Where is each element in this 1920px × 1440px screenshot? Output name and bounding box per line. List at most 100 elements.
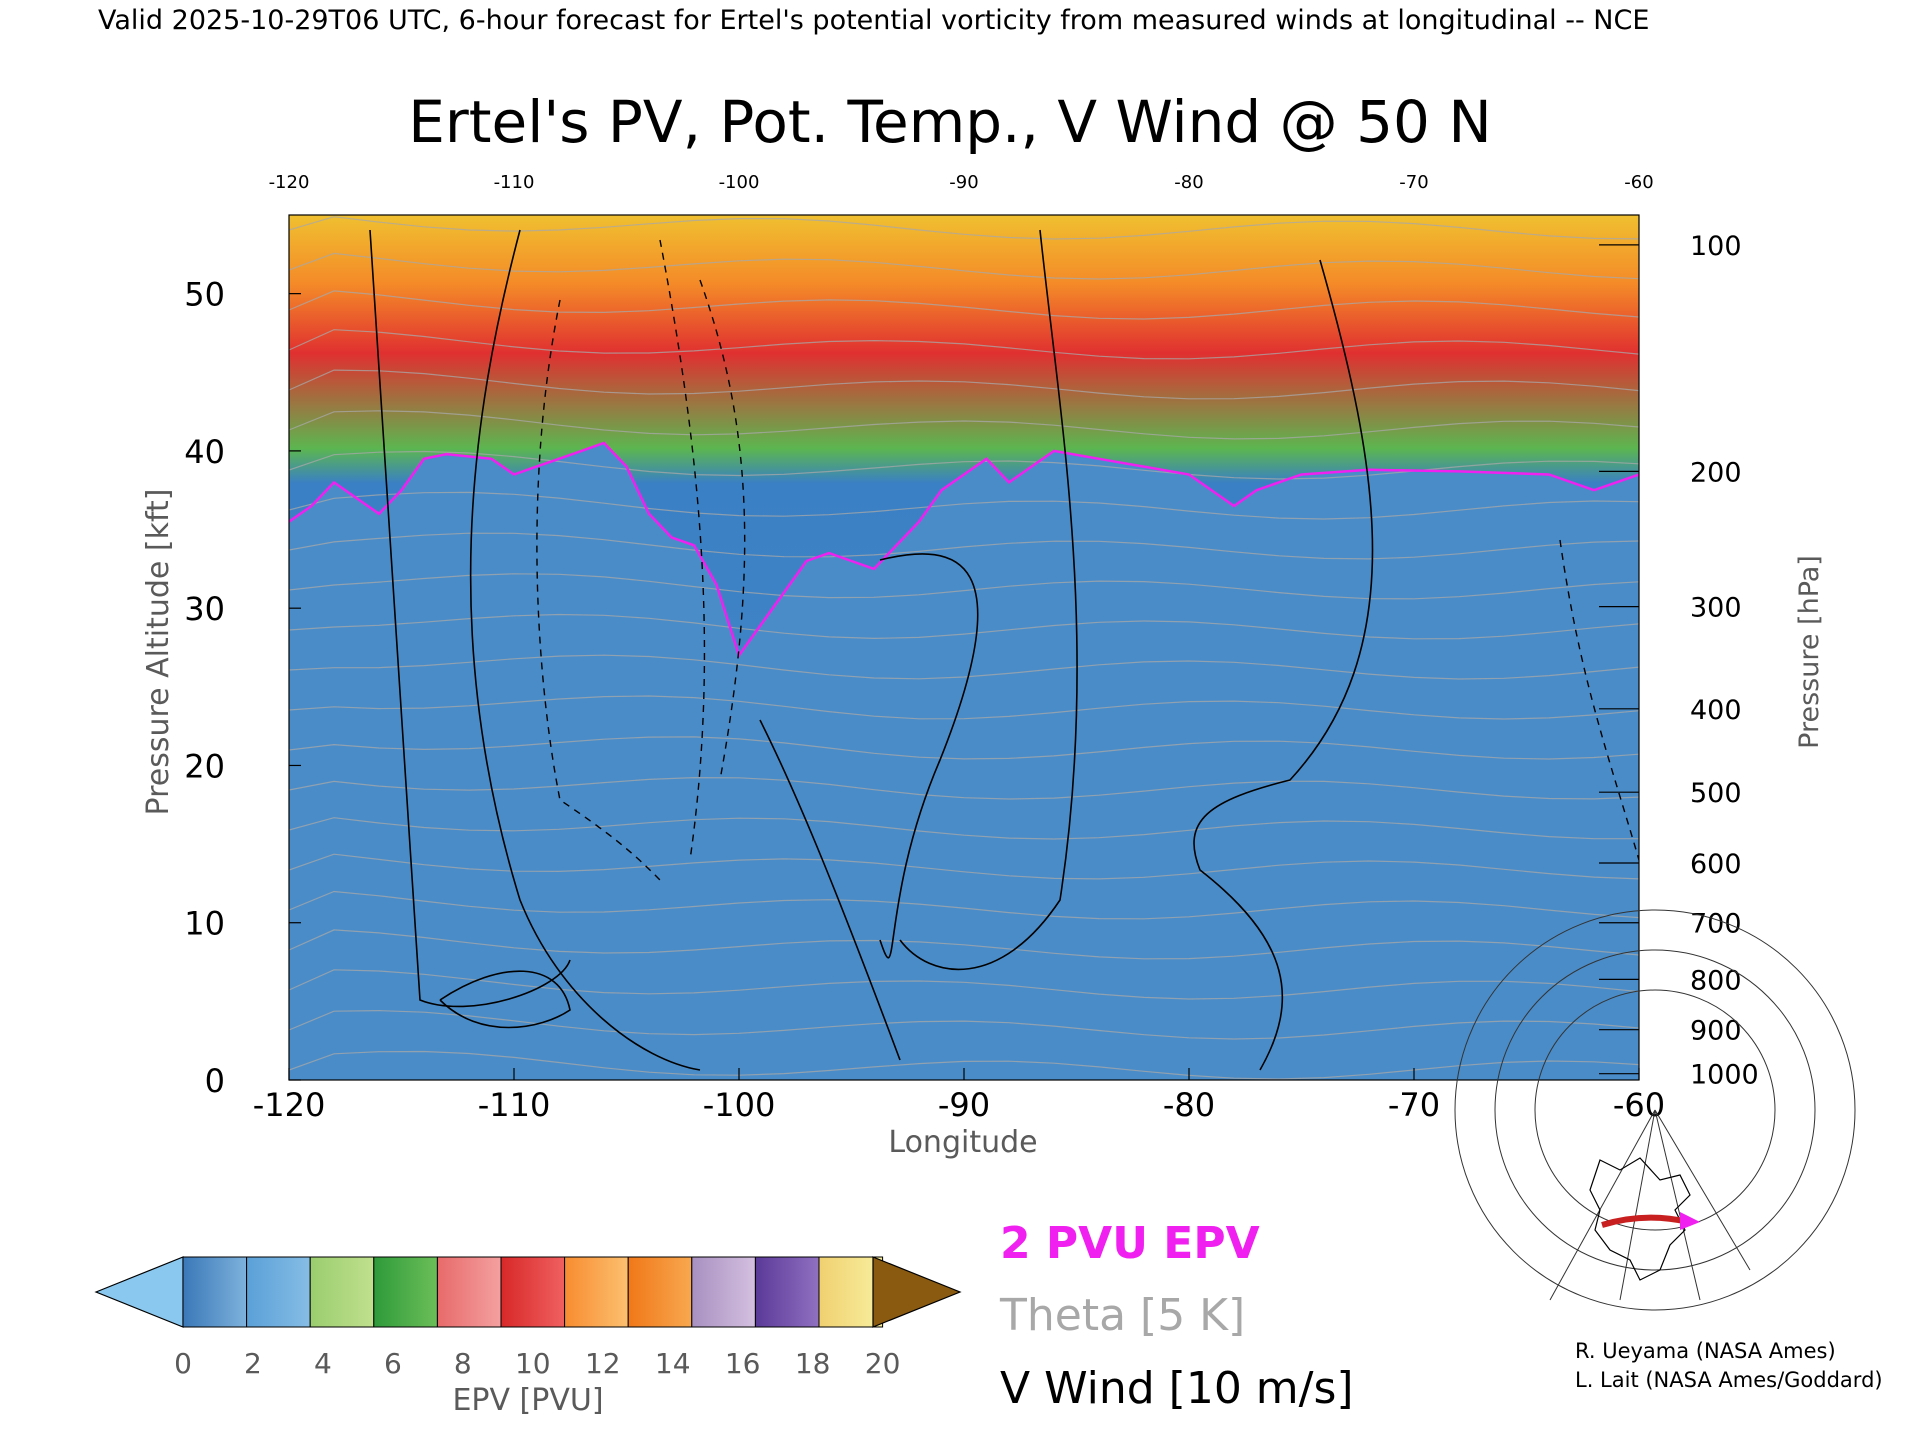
wind-contour-dashed	[699, 279, 746, 781]
legend: 2 PVU EPV Theta [5 K] V Wind [10 m/s]	[999, 1218, 1354, 1414]
theta-contours	[289, 216, 1639, 1080]
plot-area	[288, 214, 1640, 1081]
theta-contour-line	[289, 654, 1639, 680]
colorbar-tick-label: 8	[454, 1347, 472, 1380]
theta-contour-line	[289, 776, 1639, 800]
meridian-line	[1619, 1109, 1656, 1301]
theta-contour-line	[289, 736, 1639, 760]
colorbar-tick-label: 12	[585, 1347, 621, 1380]
pressure-axis-label: Pressure [hPa]	[1794, 555, 1825, 749]
theta-contour-line	[289, 410, 1639, 440]
x-axis-label: Longitude	[888, 1125, 1037, 1160]
north-america-outline	[1589, 1157, 1691, 1281]
theta-contour-line	[289, 695, 1639, 720]
meridian-line	[1654, 1109, 1751, 1271]
wind-contour-line	[439, 970, 571, 1029]
inset-map-frame	[1540, 1150, 1735, 1300]
wind-contour-line	[1193, 259, 1374, 1071]
top-axis: -120 -110 -100 -90 -80 -70 -60	[269, 172, 1654, 193]
theta-contour-line	[289, 532, 1639, 560]
wind-contour-dashed	[1559, 539, 1639, 861]
chart-title: Ertel's PV, Pot. Temp., V Wind @ 50 N	[408, 88, 1491, 156]
pressure-tick-label: 700	[1690, 909, 1742, 940]
colorbar-tick-label: 18	[795, 1347, 831, 1380]
colorbar-label: EPV [PVU]	[452, 1383, 603, 1418]
wind-contour-line	[899, 229, 1078, 971]
y-tick-label: 20	[184, 747, 225, 785]
y-axis: 0 10 20 30 40 50	[184, 276, 301, 1100]
colorbar-band	[564, 1256, 629, 1328]
x-tick-label: -120	[253, 1086, 326, 1124]
colorbar-band	[436, 1256, 502, 1328]
legend-wind: V Wind [10 m/s]	[1000, 1363, 1354, 1414]
pressure-axis: 100 200 300 400 500 600 700 800 900 1000	[1599, 231, 1759, 1091]
colorbar-bands	[182, 1256, 884, 1328]
latitude-circle	[1534, 989, 1776, 1231]
theta-contour-line	[289, 491, 1639, 520]
theta-contour-line	[289, 216, 1639, 240]
theta-contour-line	[289, 573, 1639, 600]
inset-map	[1454, 909, 1856, 1311]
latitude-circle	[1454, 909, 1856, 1311]
colorbar-band	[309, 1256, 375, 1328]
pressure-tick-label: 100	[1690, 231, 1742, 262]
theta-contour-line	[289, 817, 1639, 840]
meridian-line	[1654, 1109, 1701, 1301]
theta-contour-line	[289, 613, 1639, 640]
colorbar-tick-label: 14	[655, 1347, 691, 1380]
colorbar-tick-label: 20	[865, 1347, 901, 1380]
colorbar-under-triangle	[94, 1256, 184, 1328]
theta-contour-line	[289, 329, 1639, 360]
valid-time-header: Valid 2025-10-29T06 UTC, 6-hour forecast…	[98, 5, 1649, 36]
tropopause-2pvu-line	[289, 441, 1639, 659]
colorbar-band	[754, 1256, 820, 1328]
theta-contour-line	[289, 252, 1639, 280]
colorbar-band	[627, 1256, 693, 1328]
theta-contour-line	[289, 369, 1639, 400]
x-tick-label: -100	[703, 1086, 776, 1124]
x-tick-label: -70	[1388, 1086, 1440, 1124]
section-marker-icon	[1680, 1212, 1700, 1230]
legend-theta: Theta [5 K]	[999, 1290, 1245, 1341]
top-tick-label: -60	[1624, 172, 1653, 193]
wind-contour-line	[879, 553, 979, 959]
y-tick-label: 10	[184, 905, 225, 943]
top-tick-label: -80	[1174, 172, 1203, 193]
colorbar-band	[182, 1256, 248, 1328]
colorbar-tick-label: 2	[244, 1347, 262, 1380]
wind-contours-negative	[536, 239, 1639, 881]
colorbar-tick-label: 6	[384, 1347, 402, 1380]
latitude-circle	[1494, 949, 1816, 1271]
y-tick-label: 30	[184, 590, 225, 628]
pressure-tick-label: 600	[1690, 849, 1742, 880]
pressure-tick-label: 400	[1690, 695, 1742, 726]
pressure-tick-label: 500	[1690, 778, 1742, 809]
top-tick-label: -120	[269, 172, 310, 193]
colorbar-band	[500, 1256, 566, 1328]
x-tick-label: -90	[938, 1086, 990, 1124]
wind-contour-dashed	[536, 299, 661, 881]
colorbar-band	[246, 1256, 311, 1328]
north-america-section-map-icon	[1601, 1214, 1689, 1228]
top-tick-label: -110	[494, 172, 535, 193]
pressure-tick-label: 1000	[1690, 1060, 1759, 1091]
colorbar-tick-label: 0	[174, 1347, 192, 1380]
colorbar-tick-label: 4	[314, 1347, 332, 1380]
colorbar-over-triangle	[872, 1256, 962, 1328]
colorbar-ticks: 0 2 4 6 8 10 12 14 16 18 20	[174, 1347, 900, 1380]
colorbar: 0 2 4 6 8 10 12 14 16 18 20 EPV [PVU]	[94, 1256, 962, 1418]
top-tick-label: -100	[719, 172, 760, 193]
x-tick-label: -80	[1163, 1086, 1215, 1124]
wind-contour-line	[369, 229, 571, 1008]
y-axis-label: Pressure Altitude [kft]	[141, 489, 176, 816]
theta-contour-line	[289, 290, 1639, 320]
wind-contour-line	[469, 229, 701, 1071]
wind-contour-dashed	[659, 239, 706, 861]
wind-contours	[369, 229, 1374, 1071]
wind-contour-line	[759, 719, 901, 1061]
colorbar-band	[691, 1256, 756, 1328]
credit-line-1: R. Ueyama (NASA Ames)	[1575, 1339, 1836, 1363]
pressure-tick-label: 300	[1690, 593, 1742, 624]
theta-contour-line	[289, 929, 1639, 960]
meridian-line	[1549, 1109, 1656, 1301]
